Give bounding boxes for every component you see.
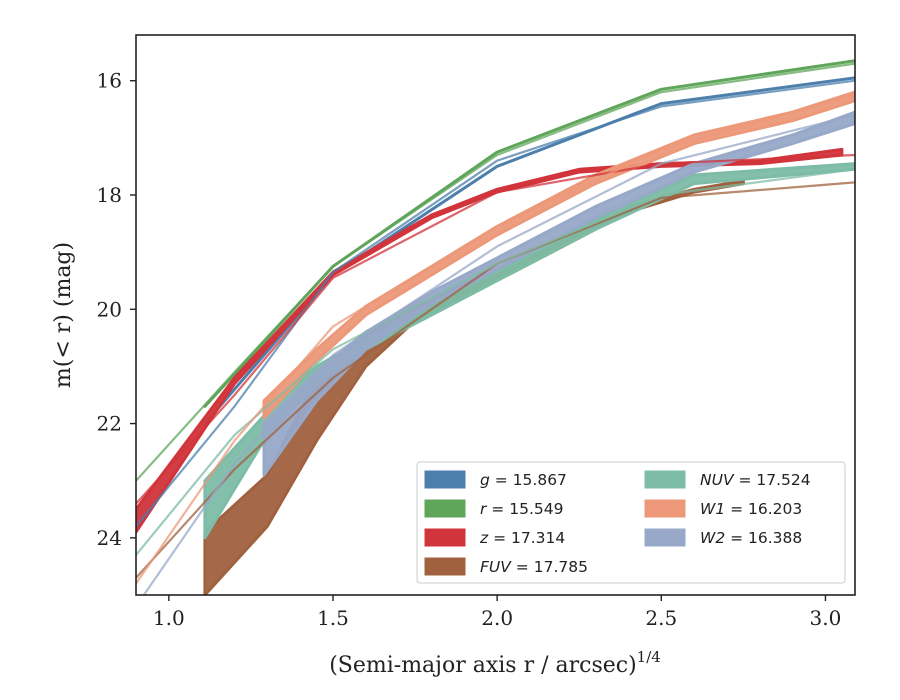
- x-axis-label: (Semi-major axis r / arcsec)1/4: [329, 648, 661, 678]
- x-axis-label-exponent: 1/4: [637, 648, 661, 666]
- legend-label-g: g = 15.867: [480, 471, 567, 489]
- legend-label-nuv: NUV = 17.524: [700, 471, 811, 489]
- legend-label-r: r = 15.549: [480, 500, 563, 518]
- y-tick-label: 20: [97, 297, 122, 321]
- y-axis-label: m(< r) (mag): [51, 242, 76, 388]
- y-tick-label: 16: [97, 69, 122, 93]
- profile-band-w2: [262, 110, 855, 477]
- model-curve-z: [136, 153, 855, 505]
- model-curve-g: [136, 79, 855, 528]
- legend-item-w1: W1 = 16.203: [644, 499, 802, 518]
- x-tick-label: 3.0: [810, 606, 842, 630]
- legend-label-fuv: FUV = 17.785: [480, 558, 588, 576]
- x-tick-label: 1.0: [153, 606, 185, 630]
- model-curve-w2: [142, 113, 855, 595]
- plot-frame: [135, 34, 856, 596]
- legend: g = 15.867 r = 15.549 z = 17.314 FUV = 17.7…: [416, 461, 846, 584]
- legend-item-w2: W2 = 16.388: [644, 528, 802, 547]
- y-tick-label: 24: [97, 526, 122, 550]
- legend-swatch-r: [424, 499, 466, 518]
- legend-swatch-w1: [644, 499, 686, 518]
- legend-swatch-fuv: [424, 557, 466, 576]
- legend-item-g: g = 15.867: [424, 470, 567, 489]
- legend-label-w1: W1 = 16.203: [700, 500, 802, 518]
- x-tick-label: 2.0: [481, 606, 513, 630]
- profile-band-r: [203, 59, 855, 408]
- model-curve-w1: [136, 93, 855, 585]
- legend-item-z: z = 17.314: [424, 528, 565, 547]
- x-tick-label: 1.5: [317, 606, 349, 630]
- y-tick-label: 22: [97, 412, 122, 436]
- legend-swatch-nuv: [644, 470, 686, 489]
- model-curve-r: [136, 62, 855, 482]
- legend-item-r: r = 15.549: [424, 499, 563, 518]
- legend-swatch-g: [424, 470, 466, 489]
- x-tick-label: 2.5: [645, 606, 677, 630]
- legend-swatch-z: [424, 528, 466, 547]
- legend-frame: [416, 461, 846, 584]
- legend-item-nuv: NUV = 17.524: [644, 470, 811, 489]
- legend-label-w2: W2 = 16.388: [700, 529, 802, 547]
- legend-label-z: z = 17.314: [479, 529, 565, 547]
- model-curve-nuv: [136, 168, 855, 556]
- legend-swatch-w2: [644, 528, 686, 547]
- legend-item-fuv: FUV = 17.785: [424, 557, 588, 576]
- y-tick-label: 18: [97, 183, 122, 207]
